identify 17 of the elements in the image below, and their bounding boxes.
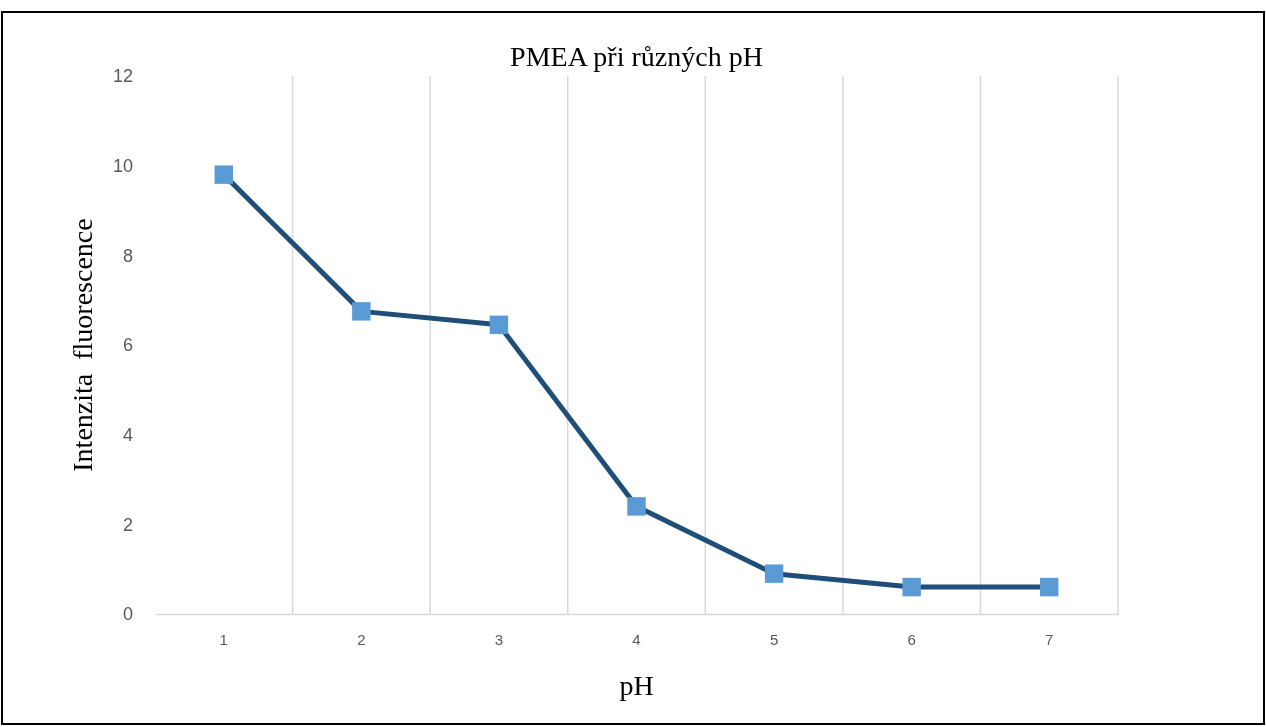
x-tick-label: 3 — [494, 630, 504, 648]
y-tick-label: 6 — [122, 335, 133, 356]
x-tick-label: 6 — [907, 630, 916, 648]
x-axis-title: pH — [619, 670, 654, 701]
x-tick-label: 5 — [769, 630, 779, 648]
x-tick-label: 2 — [357, 630, 366, 648]
y-tick-label: 2 — [122, 514, 133, 535]
y-axis-title: Intenzita fluorescence — [67, 218, 98, 472]
y-tick-label: 10 — [112, 155, 133, 176]
y-tick-label: 4 — [122, 424, 133, 445]
x-tick-label: 1 — [219, 630, 228, 648]
y-tick-label: 8 — [122, 245, 133, 266]
x-tick-label: 4 — [632, 630, 641, 648]
x-tick-label: 7 — [1045, 630, 1054, 648]
y-tick-label: 0 — [122, 604, 133, 625]
y-tick-label: 12 — [112, 66, 133, 87]
chart-title: PMEA při různých pH — [510, 41, 763, 72]
